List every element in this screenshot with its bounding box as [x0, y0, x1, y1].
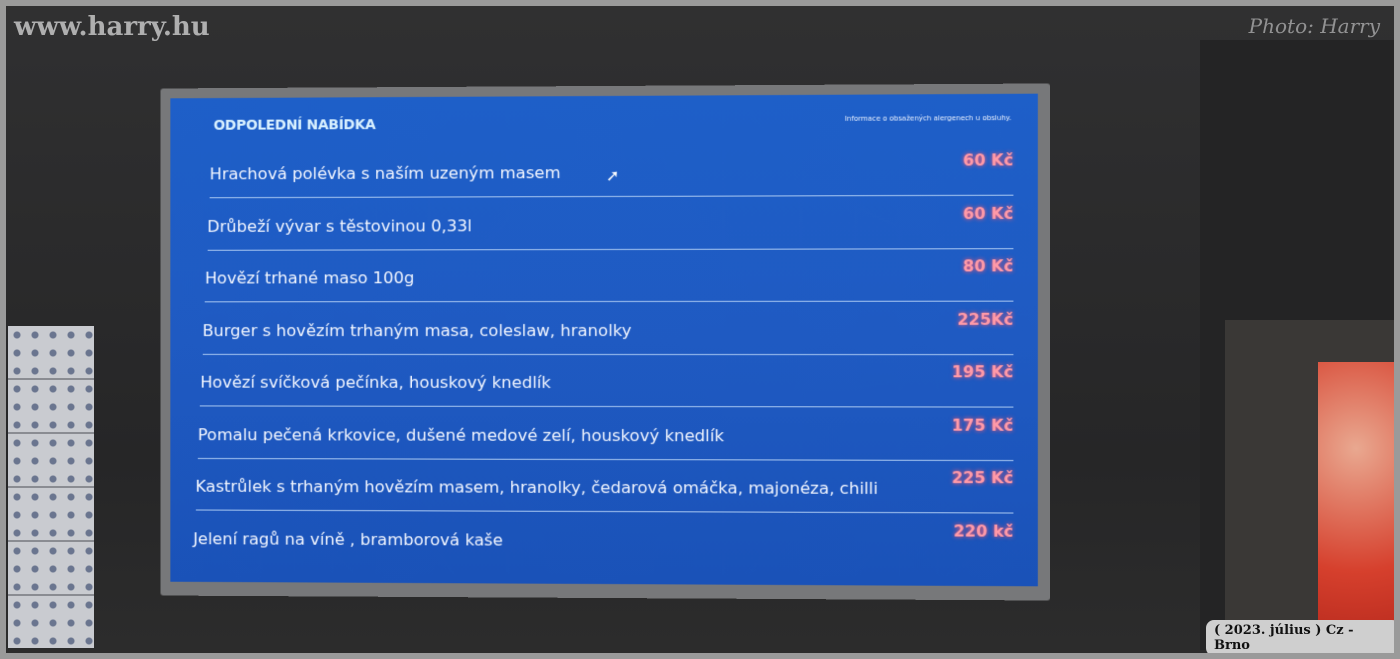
caption: ( 2023. július ) Cz - Brno	[1206, 620, 1400, 656]
poster	[1318, 362, 1394, 650]
decorative-tiles	[8, 326, 94, 648]
photo-credit: Photo: Harry	[1248, 14, 1380, 38]
watermark: www.harry.hu	[14, 12, 210, 42]
